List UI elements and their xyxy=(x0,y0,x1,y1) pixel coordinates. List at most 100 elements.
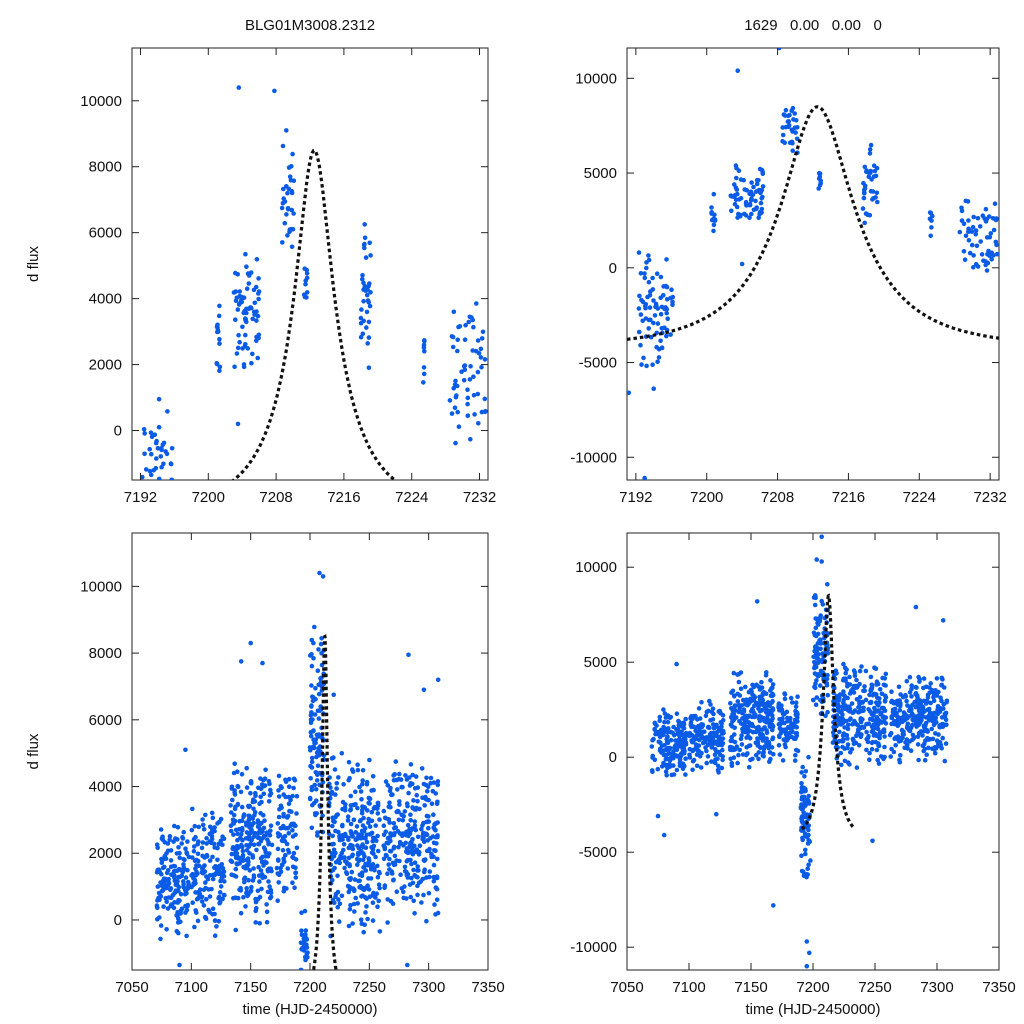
x-tick-label: 7200 xyxy=(293,979,326,996)
data-point xyxy=(159,871,164,877)
data-point xyxy=(861,180,866,186)
data-point xyxy=(812,659,817,665)
data-point xyxy=(659,750,664,755)
data-point xyxy=(966,238,972,243)
data-point xyxy=(403,773,408,778)
data-point xyxy=(419,826,424,832)
data-point xyxy=(715,725,721,731)
data-point xyxy=(732,694,737,699)
data-point xyxy=(403,840,409,846)
data-point xyxy=(237,339,242,345)
data-point xyxy=(346,855,352,861)
data-point xyxy=(792,125,798,130)
data-point xyxy=(312,624,317,630)
data-point xyxy=(792,111,797,116)
data-point xyxy=(657,732,662,738)
data-point xyxy=(364,904,369,909)
data-point xyxy=(794,136,800,142)
data-point xyxy=(311,744,317,750)
data-point xyxy=(869,746,875,752)
data-point xyxy=(791,117,796,122)
data-point xyxy=(410,772,416,778)
data-point xyxy=(453,440,458,446)
data-point xyxy=(401,889,406,895)
data-point xyxy=(256,296,261,302)
data-point xyxy=(217,863,222,869)
data-point xyxy=(664,310,669,316)
y-tick-label: 10000 xyxy=(575,70,617,87)
data-point xyxy=(419,766,425,771)
x-axis-label: time (HJD-2450000) xyxy=(745,1001,880,1018)
data-point xyxy=(479,365,484,370)
y-tick-label: 6000 xyxy=(89,225,122,242)
data-point xyxy=(756,706,761,711)
data-point xyxy=(387,848,393,854)
data-point xyxy=(164,899,169,905)
data-point xyxy=(235,837,240,843)
data-point xyxy=(921,676,927,681)
data-point xyxy=(479,336,485,341)
data-point xyxy=(756,715,761,721)
data-point xyxy=(728,756,733,762)
x-tick-label: 7300 xyxy=(920,979,953,996)
data-point xyxy=(431,862,437,868)
y-tick-label: 0 xyxy=(609,260,617,277)
data-point xyxy=(235,856,241,861)
data-point xyxy=(667,758,673,763)
data-point xyxy=(825,582,830,587)
data-point xyxy=(257,879,262,884)
data-point xyxy=(421,345,427,350)
data-point xyxy=(239,831,244,837)
data-point xyxy=(360,331,366,337)
data-point xyxy=(687,746,693,752)
data-point xyxy=(256,289,262,294)
data-point xyxy=(700,729,705,735)
data-point xyxy=(823,713,828,719)
data-point xyxy=(151,468,156,473)
data-point xyxy=(931,722,937,728)
data-point xyxy=(231,812,237,818)
data-point xyxy=(673,753,678,758)
data-point xyxy=(200,817,205,822)
x-tick-label: 7350 xyxy=(471,979,504,996)
data-point xyxy=(782,696,788,702)
data-point xyxy=(381,808,387,814)
data-point xyxy=(908,748,914,753)
data-point xyxy=(311,640,316,646)
data-point xyxy=(415,864,421,869)
data-point xyxy=(330,823,335,829)
data-point xyxy=(859,664,864,669)
data-point xyxy=(697,737,702,743)
data-point xyxy=(879,720,884,725)
data-point xyxy=(858,700,864,705)
data-point xyxy=(160,857,166,862)
data-point xyxy=(703,713,709,719)
data-point xyxy=(412,911,417,916)
data-point xyxy=(269,842,275,848)
data-point xyxy=(671,749,676,754)
data-point xyxy=(350,921,355,926)
data-point xyxy=(314,754,319,760)
data-point xyxy=(928,681,933,686)
data-point xyxy=(426,890,432,896)
data-point xyxy=(155,446,161,451)
data-point xyxy=(966,229,971,234)
data-point xyxy=(748,197,754,203)
plot-area xyxy=(140,85,488,480)
x-tick-label: 7200 xyxy=(690,489,723,506)
data-point xyxy=(303,278,309,283)
data-point xyxy=(371,806,377,811)
data-point xyxy=(211,841,217,847)
data-point xyxy=(680,732,686,738)
data-point xyxy=(847,674,852,680)
data-point xyxy=(855,730,860,736)
data-point xyxy=(302,266,308,272)
data-point xyxy=(420,876,426,882)
data-point xyxy=(914,714,919,720)
data-point xyxy=(312,712,318,717)
data-point xyxy=(408,812,413,817)
data-point xyxy=(922,757,928,763)
data-point xyxy=(234,851,240,856)
data-point xyxy=(407,775,412,780)
data-point xyxy=(177,874,183,880)
